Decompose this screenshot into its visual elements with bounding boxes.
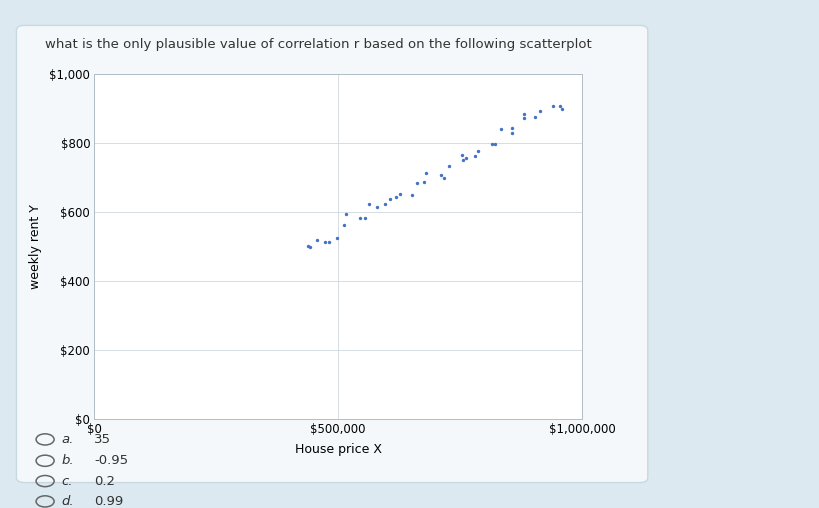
Text: b.: b. [61,454,74,467]
Point [553,102,566,110]
Point [518,110,531,118]
Text: -0.95: -0.95 [94,454,129,467]
Point [545,102,559,110]
Text: d.: d. [61,495,74,508]
Point [405,191,418,199]
Point [437,174,450,182]
Point [456,156,469,164]
Point [554,105,568,113]
Y-axis label: weekly rent Y: weekly rent Y [29,204,43,289]
Point [303,243,316,251]
Point [358,214,371,222]
Point [310,236,324,244]
Text: c.: c. [61,474,73,488]
Point [339,210,352,218]
Text: 35: 35 [94,433,111,446]
Point [378,200,391,208]
Point [389,193,402,201]
Point [369,203,382,211]
Point [433,171,446,179]
Point [442,163,455,171]
Point [301,242,314,250]
Point [393,190,406,198]
Point [488,140,501,148]
Point [362,200,375,208]
Point [382,195,396,203]
Point [505,123,518,132]
Point [494,125,507,134]
Point [318,237,331,245]
Point [468,152,482,160]
Point [505,129,518,137]
Point [532,107,545,115]
Point [417,178,430,186]
Point [330,234,343,242]
Point [337,221,350,230]
Text: 0.99: 0.99 [94,495,124,508]
Point [470,147,483,155]
Point [410,179,423,187]
Point [527,113,541,121]
Point [322,238,335,246]
Point [459,154,473,163]
X-axis label: House price X: House price X [294,443,382,456]
Point [419,169,432,177]
Point [353,214,366,223]
Point [455,151,468,159]
Text: a.: a. [61,433,74,446]
Text: what is the only plausible value of correlation r based on the following scatter: what is the only plausible value of corr… [45,38,591,51]
Point [517,114,530,122]
Point [485,140,498,148]
Text: 0.2: 0.2 [94,474,115,488]
